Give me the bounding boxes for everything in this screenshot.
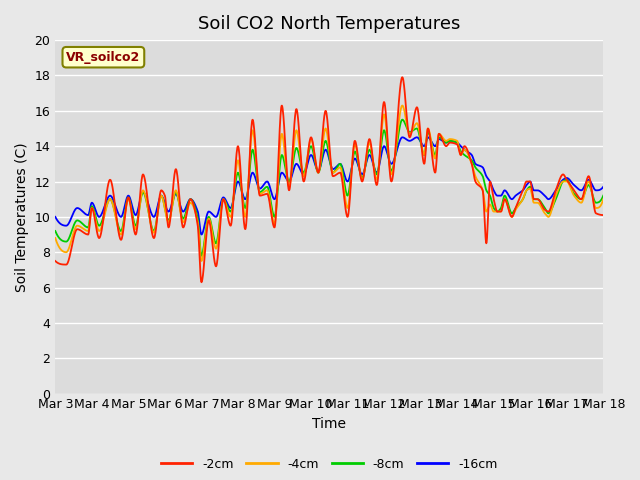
Text: VR_soilco2: VR_soilco2	[67, 51, 141, 64]
Title: Soil CO2 North Temperatures: Soil CO2 North Temperatures	[198, 15, 460, 33]
Y-axis label: Soil Temperatures (C): Soil Temperatures (C)	[15, 142, 29, 292]
X-axis label: Time: Time	[312, 417, 346, 431]
Legend: -2cm, -4cm, -8cm, -16cm: -2cm, -4cm, -8cm, -16cm	[156, 453, 502, 476]
